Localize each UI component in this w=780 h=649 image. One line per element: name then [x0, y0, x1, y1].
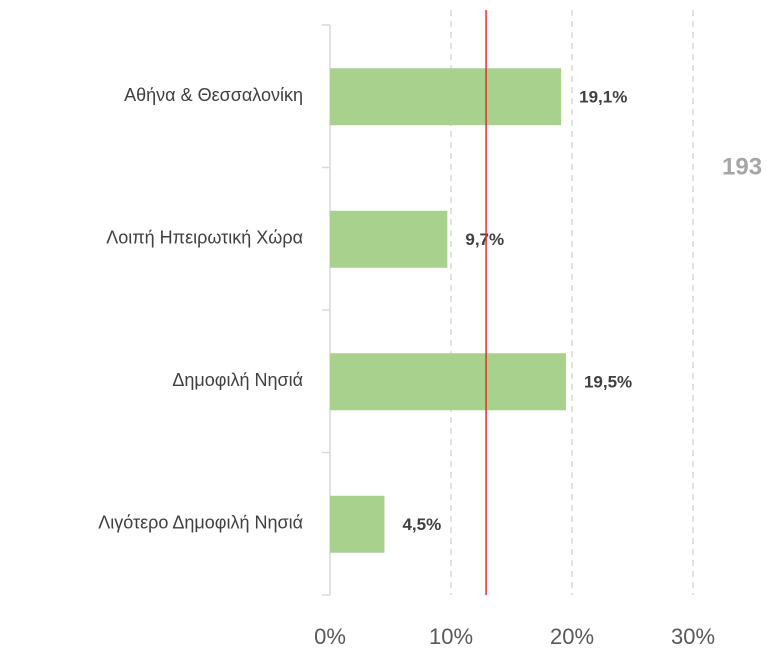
- x-tick-label: 10%: [429, 624, 473, 649]
- x-tick-label: 30%: [671, 624, 715, 649]
- y-tick-label: Δημοφιλή Νησιά: [172, 370, 303, 390]
- bar: [330, 353, 566, 411]
- x-tick-label: 20%: [550, 624, 594, 649]
- bar: [330, 495, 385, 553]
- data-label: 9,7%: [465, 230, 504, 249]
- y-tick-label: Λιγότερο Δημοφιλή Νησιά: [98, 513, 303, 533]
- data-label: 4,5%: [402, 515, 441, 534]
- data-label: 19,5%: [584, 373, 632, 392]
- data-label: 19,1%: [579, 88, 627, 107]
- y-tick-label: Αθήνα & Θεσσαλονίκη: [124, 85, 303, 105]
- bar: [330, 68, 562, 126]
- bar: [330, 210, 448, 268]
- x-tick-label: 0%: [314, 624, 346, 649]
- y-tick-label: Λοιπή Ηπειρωτική Χώρα: [106, 228, 303, 248]
- annotation: 193: [722, 153, 762, 180]
